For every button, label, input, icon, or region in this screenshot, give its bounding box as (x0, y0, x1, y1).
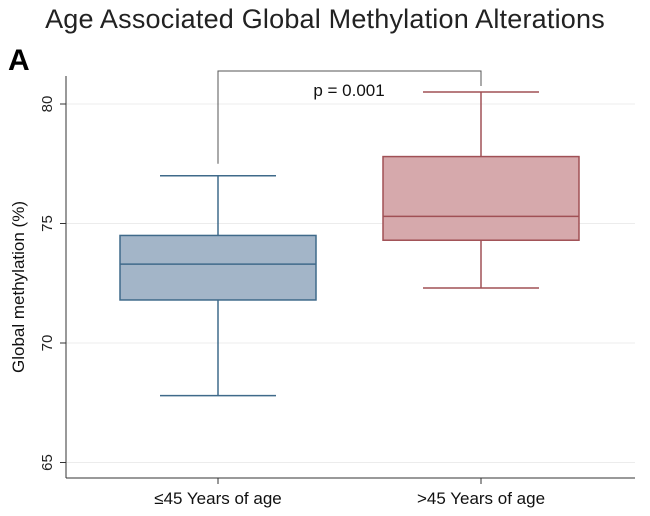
y-tick-label: 65 (39, 454, 56, 471)
box-group (382, 91, 580, 289)
x-category-label: >45 Years of age (417, 489, 545, 508)
y-tick-label: 80 (39, 96, 56, 113)
figure-title: Age Associated Global Methylation Altera… (45, 4, 605, 34)
y-ticks: 65 70 75 80 (39, 96, 66, 471)
significance-bracket (217, 70, 482, 164)
gridlines (66, 103, 635, 463)
iqr-box (382, 155, 580, 241)
y-tick-label: 75 (39, 215, 56, 232)
y-axis-title: Global methylation (%) (9, 201, 28, 373)
y-tick-label: 70 (39, 335, 56, 352)
x-category-label: ≤45 Years of age (154, 489, 282, 508)
iqr-box (119, 234, 317, 301)
category-labels: ≤45 Years of age >45 Years of age (154, 478, 545, 508)
boxes (119, 91, 580, 397)
panel-label: A (8, 44, 30, 77)
p-value-annotation: p = 0.001 (313, 81, 384, 100)
box-group (119, 174, 317, 397)
